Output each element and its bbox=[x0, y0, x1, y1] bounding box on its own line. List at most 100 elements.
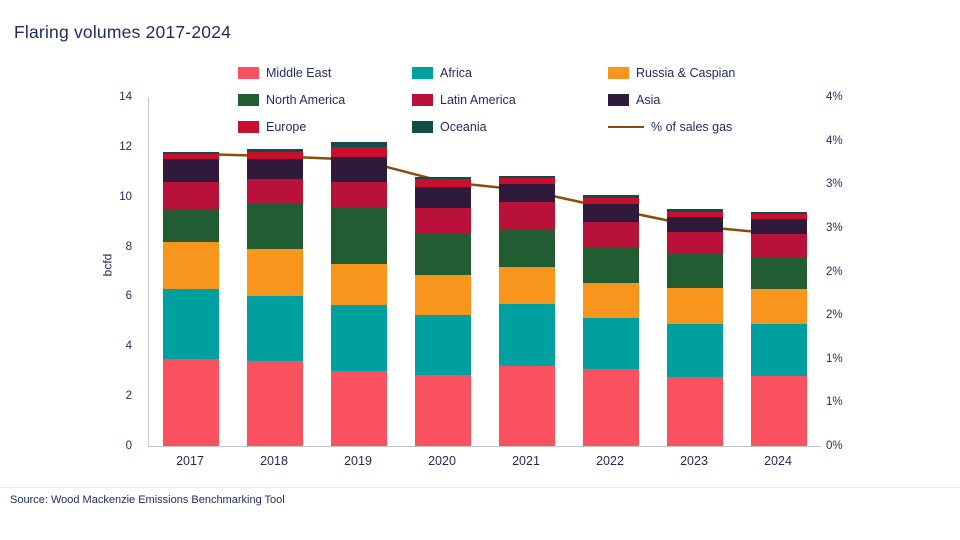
legend-color-swatch bbox=[238, 67, 259, 79]
x-axis-labels: 2017 2018 2019 2020 2021 2022 2023 2024 bbox=[148, 454, 820, 474]
legend: Middle East Africa Russia & Caspian North A… bbox=[238, 64, 838, 136]
bar-segment bbox=[751, 288, 807, 324]
x-axis-year-label: 2021 bbox=[512, 454, 540, 468]
bar-segment bbox=[667, 209, 723, 212]
bar-segment bbox=[415, 186, 471, 208]
bar-segment bbox=[247, 149, 303, 152]
legend-item: North America bbox=[238, 91, 412, 109]
right-tick-label: 2% bbox=[826, 309, 843, 322]
bar-segment bbox=[163, 159, 219, 182]
bar-segment bbox=[583, 317, 639, 369]
bar-segment bbox=[331, 305, 387, 372]
bar-segment bbox=[247, 296, 303, 362]
bar-segment bbox=[499, 178, 555, 185]
bar-segment bbox=[499, 201, 555, 230]
bar-segment bbox=[499, 229, 555, 267]
x-axis-year-label: 2017 bbox=[176, 454, 204, 468]
bar-segment bbox=[751, 376, 807, 446]
bar-segment bbox=[667, 377, 723, 446]
right-tick-label: 1% bbox=[826, 352, 843, 365]
bar-segment bbox=[331, 264, 387, 306]
bar-segment bbox=[331, 181, 387, 207]
legend-label: Russia & Caspian bbox=[636, 66, 736, 80]
legend-label: Europe bbox=[266, 120, 307, 134]
legend-color-swatch bbox=[412, 121, 433, 133]
left-tick-label: 12 bbox=[119, 140, 132, 153]
legend-item: Asia bbox=[608, 91, 838, 109]
bar-segment bbox=[163, 241, 219, 289]
right-axis-ticks: 0% 1% 1% 2% 2% 3% 3% 4% 4% bbox=[826, 91, 870, 452]
legend-item: Europe bbox=[238, 118, 412, 136]
bar-segment bbox=[667, 216, 723, 232]
right-tick-label: 1% bbox=[826, 396, 843, 409]
bar-segment bbox=[499, 175, 555, 179]
bar-segment bbox=[583, 246, 639, 283]
legend-color-swatch bbox=[412, 67, 433, 79]
bar-segment bbox=[667, 254, 723, 288]
left-axis-ticks: 0 2 4 6 8 10 12 14 bbox=[94, 91, 140, 452]
legend-label: North America bbox=[266, 93, 346, 107]
bar-segment bbox=[331, 206, 387, 265]
bar-segment bbox=[667, 231, 723, 255]
legend-color-swatch bbox=[238, 121, 259, 133]
legend-item: Latin America bbox=[412, 91, 608, 109]
legend-item: Oceania bbox=[412, 118, 608, 136]
bar-segment bbox=[751, 256, 807, 289]
bar-segment bbox=[415, 275, 471, 316]
legend-color-swatch bbox=[608, 94, 629, 106]
bar-segment bbox=[415, 179, 471, 187]
bar-segment bbox=[247, 151, 303, 160]
bar-segment bbox=[667, 211, 723, 217]
right-tick-label: 4% bbox=[826, 91, 843, 103]
bar-segment bbox=[499, 303, 555, 367]
bar-segment bbox=[415, 315, 471, 375]
left-tick-label: 0 bbox=[125, 440, 132, 452]
bar-segment bbox=[415, 207, 471, 233]
x-axis-year-label: 2023 bbox=[680, 454, 708, 468]
left-tick-label: 6 bbox=[125, 290, 132, 303]
legend-label: Latin America bbox=[440, 93, 516, 107]
bar-segment bbox=[163, 151, 219, 155]
bar-segment bbox=[415, 176, 471, 180]
bar-segment bbox=[583, 282, 639, 318]
bar-segment bbox=[499, 184, 555, 202]
bar-segment bbox=[499, 366, 555, 446]
bar-segment bbox=[583, 204, 639, 222]
bar-segment bbox=[667, 323, 723, 378]
right-tick-label: 2% bbox=[826, 265, 843, 278]
plot-area bbox=[148, 97, 821, 447]
right-tick-label: 4% bbox=[826, 134, 843, 147]
bar-segment bbox=[583, 197, 639, 205]
legend-color-swatch bbox=[412, 94, 433, 106]
bar-segment bbox=[247, 179, 303, 205]
legend-line-swatch bbox=[608, 126, 644, 128]
bar-segment bbox=[583, 368, 639, 446]
bar-segment bbox=[583, 221, 639, 247]
legend-item: Middle East bbox=[238, 64, 412, 82]
right-tick-label: 3% bbox=[826, 221, 843, 234]
bar-segment bbox=[331, 371, 387, 446]
footer-divider bbox=[0, 487, 960, 488]
chart-title: Flaring volumes 2017-2024 bbox=[14, 22, 232, 42]
legend-label: Middle East bbox=[266, 66, 332, 80]
left-tick-label: 14 bbox=[119, 91, 132, 103]
bar-segment bbox=[583, 195, 639, 198]
bar-segment bbox=[751, 211, 807, 215]
bar-segment bbox=[751, 214, 807, 220]
bar-segment bbox=[751, 219, 807, 235]
bar-segment bbox=[499, 266, 555, 304]
x-axis-year-label: 2020 bbox=[428, 454, 456, 468]
bar-segment bbox=[247, 249, 303, 297]
bar-segment bbox=[247, 159, 303, 180]
x-axis-year-label: 2019 bbox=[344, 454, 372, 468]
source-note: Source: Wood Mackenzie Emissions Benchma… bbox=[10, 494, 285, 506]
bar-segment bbox=[163, 288, 219, 359]
bar-segment bbox=[331, 141, 387, 147]
legend-label: % of sales gas bbox=[651, 120, 733, 134]
bar-segment bbox=[331, 156, 387, 182]
legend-label: Oceania bbox=[440, 120, 487, 134]
legend-label: Asia bbox=[636, 93, 661, 107]
bar-segment bbox=[331, 146, 387, 157]
x-axis-year-label: 2018 bbox=[260, 454, 288, 468]
